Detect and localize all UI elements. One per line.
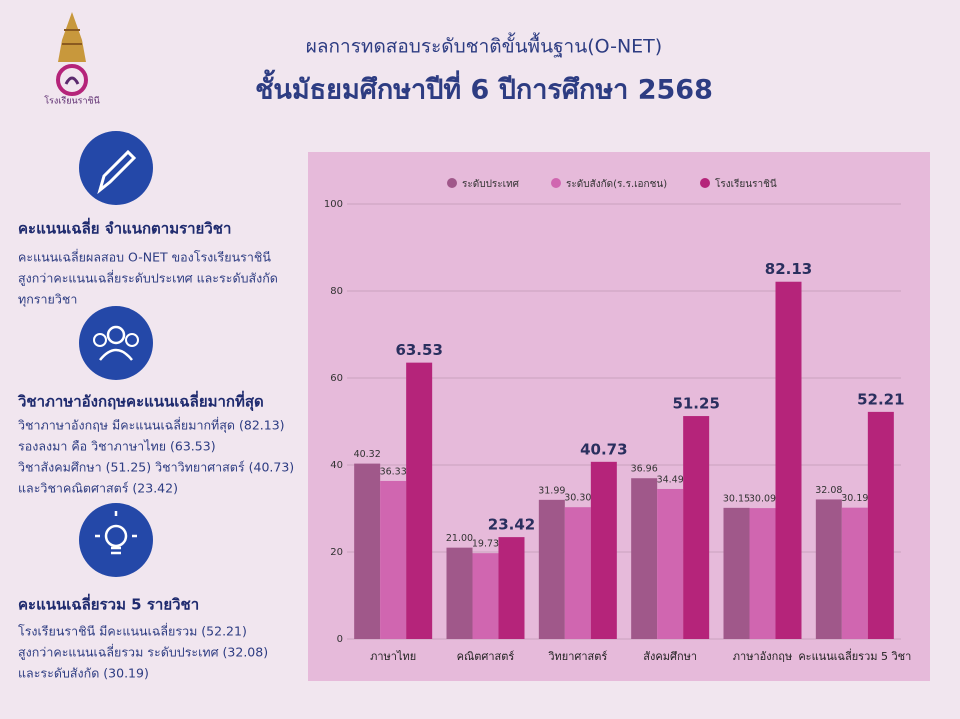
bar [564, 507, 591, 639]
icon-people [79, 306, 153, 380]
section-text: โรงเรียนราชินี มีคะแนนเฉลี่ยรวม (52.21) [18, 623, 247, 639]
legend-marker [447, 178, 457, 188]
bar [446, 547, 473, 639]
y-tick-label: 80 [330, 286, 343, 297]
bar [498, 537, 525, 639]
data-label: 40.73 [580, 440, 627, 458]
bar [749, 508, 776, 639]
section-heading: คะแนนเฉลี่ย จำแนกตามรายวิชา [18, 218, 231, 238]
data-label: 32.08 [815, 485, 842, 496]
logo: โรงเรียนราชินี [44, 12, 100, 107]
section-text: วิชาสังคมศึกษา (51.25) วิชาวิทยาศาสตร์ (… [18, 460, 294, 475]
section-text: และวิชาคณิตศาสตร์ (23.42) [18, 481, 178, 496]
x-tick-label: วิทยาศาสตร์ [548, 650, 608, 663]
data-label: 34.49 [657, 474, 684, 485]
data-label: 19.73 [472, 539, 499, 550]
data-label: 51.25 [672, 395, 719, 413]
data-label: 23.42 [488, 516, 535, 534]
data-label: 63.53 [395, 341, 442, 359]
bar [631, 478, 658, 639]
legend-marker [551, 178, 561, 188]
x-tick-label: ภาษาไทย [370, 650, 416, 663]
data-label: 82.13 [765, 260, 812, 278]
icon-pen [79, 131, 153, 205]
icon-bulb [79, 503, 153, 577]
y-tick-label: 20 [330, 547, 343, 558]
bar [867, 411, 894, 639]
data-label: 52.21 [857, 390, 904, 408]
section-text: รองลงมา คือ วิชาภาษาไทย (63.53) [18, 439, 216, 454]
data-label: 21.00 [446, 533, 473, 544]
data-label: 30.30 [564, 493, 591, 504]
bar [538, 499, 565, 639]
bar [683, 416, 710, 639]
bar [657, 488, 684, 639]
bar [841, 507, 868, 639]
y-tick-label: 40 [330, 460, 343, 471]
section-heading: วิชาภาษาอังกฤษคะแนนเฉลี่ยมากที่สุด [17, 391, 263, 412]
data-label: 31.99 [538, 485, 565, 496]
x-tick-label: คะแนนเฉลี่ยรวม 5 วิชา [798, 648, 911, 663]
section-text: คะแนนเฉลี่ยผลสอบ O-NET ของโรงเรียนราชินี [18, 249, 271, 265]
data-label: 36.96 [631, 464, 658, 475]
logo-caption: โรงเรียนราชินี [44, 96, 100, 107]
y-tick-label: 100 [324, 199, 343, 210]
bar [590, 461, 617, 639]
subtitle: ผลการทดสอบระดับชาติขั้นพื้นฐาน(O-NET) [306, 33, 662, 58]
bar [406, 362, 433, 639]
y-tick-label: 0 [337, 634, 343, 645]
section-text: สูงกว่าคะแนนเฉลี่ยระดับประเทศ และระดับสั… [18, 270, 278, 287]
x-tick-label: ภาษาอังกฤษ [733, 650, 792, 663]
section-text: สูงกว่าคะแนนเฉลี่ยรวม ระดับประเทศ (32.08… [18, 644, 268, 661]
x-tick-label: สังคมศึกษา [643, 650, 697, 663]
x-tick-label: คณิตศาสตร์ [457, 650, 515, 663]
bar [723, 507, 750, 639]
title: ชั้นมัธยมศึกษาปีที่ 6 ปีการศึกษา 2568 [255, 69, 713, 106]
bar [354, 463, 381, 639]
legend-label: ระดับสังกัด(ร.ร.เอกชน) [566, 179, 667, 190]
bar [815, 499, 842, 639]
legend-label: โรงเรียนราชินี [715, 177, 777, 190]
data-label: 30.19 [841, 493, 868, 504]
section-text: และระดับสังกัด (30.19) [18, 666, 149, 681]
section-heading: คะแนนเฉลี่ยรวม 5 รายวิชา [18, 594, 199, 614]
data-label: 36.33 [380, 466, 407, 477]
legend-label: ระดับประเทศ [462, 179, 520, 190]
section-text: วิชาภาษาอังกฤษ มีคะแนนเฉลี่ยมากที่สุด (8… [18, 417, 285, 434]
bar [472, 553, 499, 639]
data-label: 40.32 [354, 449, 381, 460]
bar [775, 281, 802, 639]
data-label: 30.15 [723, 493, 750, 504]
data-label: 30.09 [749, 494, 776, 505]
section-text: ทุกรายวิชา [18, 292, 77, 308]
y-tick-label: 60 [330, 373, 343, 384]
legend-marker [700, 178, 710, 188]
bar [380, 480, 407, 639]
